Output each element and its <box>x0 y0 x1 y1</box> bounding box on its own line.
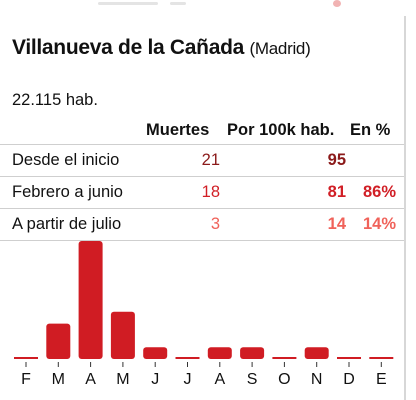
chart-bar <box>175 357 200 359</box>
faint-text <box>170 2 186 5</box>
chart-bar <box>46 323 71 359</box>
population-text: 22.115 hab. <box>12 91 98 109</box>
row-per100k: 81 <box>327 183 346 201</box>
row-divider <box>0 208 404 209</box>
table-row: Febrero a junio 18 81 86% <box>0 176 404 208</box>
chart-bar <box>110 311 135 359</box>
x-tick-label: M <box>52 371 65 388</box>
marker-dot-icon <box>333 0 341 7</box>
row-deaths: 18 <box>201 183 220 201</box>
table-row: A partir de julio 3 14 14% <box>0 208 404 240</box>
x-tick-label: A <box>214 371 225 388</box>
row-per100k: 14 <box>327 215 346 233</box>
chart-bar <box>240 347 265 359</box>
municipality-card: Villanueva de la Cañada (Madrid) 22.115 … <box>0 16 406 400</box>
chart-bar <box>272 357 297 359</box>
x-tick-label: J <box>184 371 192 388</box>
chart-bar <box>337 357 361 359</box>
row-percent: 86% <box>362 183 396 201</box>
col-header-percent: En % <box>350 121 391 139</box>
chart-bar <box>78 241 103 359</box>
x-tick-label: D <box>343 371 355 388</box>
row-divider <box>0 176 404 177</box>
row-percent: 14% <box>362 215 396 233</box>
faint-text <box>98 2 158 5</box>
chart-bar <box>14 357 38 359</box>
x-tick-label: O <box>278 371 290 388</box>
row-deaths: 21 <box>201 151 220 169</box>
chart-bar <box>207 347 232 359</box>
row-label: A partir de julio <box>12 215 122 233</box>
x-tick-label: N <box>311 371 323 388</box>
title-region: (Madrid) <box>249 39 311 58</box>
row-label: Febrero a junio <box>12 183 123 201</box>
chart-bar <box>143 347 168 359</box>
page-title: Villanueva de la Cañada (Madrid) <box>12 36 311 60</box>
table-row: Desde el inicio 21 95 <box>0 144 404 176</box>
x-tick-label: S <box>247 371 258 388</box>
row-label: Desde el inicio <box>12 151 120 169</box>
chart-bar <box>304 347 329 359</box>
col-header-per100k: Por 100k hab. <box>227 121 335 139</box>
row-per100k: 95 <box>327 151 346 169</box>
x-tick-label: J <box>151 371 159 388</box>
row-deaths: 3 <box>210 215 220 233</box>
col-header-deaths: Muertes <box>146 121 210 139</box>
x-tick-label: E <box>376 371 387 388</box>
chart-bar <box>369 357 394 359</box>
top-strip <box>0 0 416 16</box>
x-tick-label: M <box>116 371 129 388</box>
row-divider <box>0 240 404 241</box>
x-tick-label: A <box>85 371 96 388</box>
title-text: Villanueva de la Cañada <box>12 36 244 59</box>
x-tick-label: F <box>21 371 31 388</box>
row-divider <box>0 144 404 145</box>
